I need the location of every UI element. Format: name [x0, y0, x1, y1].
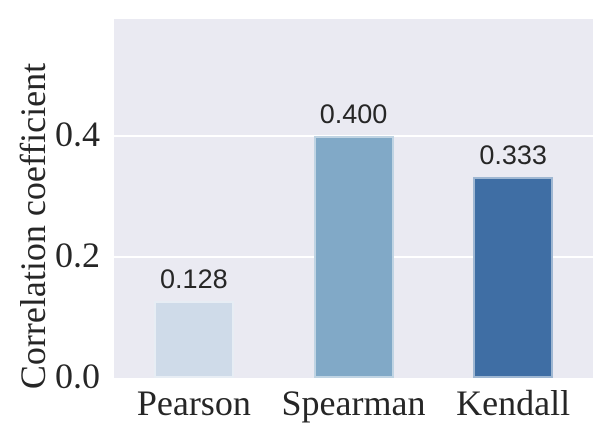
plot-area: 0.128 0.400 0.333 [114, 19, 593, 378]
bar-spearman [313, 136, 394, 378]
x-tick-label-pearson: Pearson [136, 383, 251, 423]
bar-kendall [473, 177, 554, 378]
bar-value-label-kendall: 0.333 [479, 140, 547, 170]
y-axis-label: Correlation coefficient [13, 62, 53, 390]
bar-value-label-pearson: 0.128 [160, 264, 228, 294]
y-tick-label-0.2: 0.2 [55, 235, 100, 275]
x-tick-label-spearman: Spearman [281, 383, 426, 423]
y-tick-label-0.0: 0.0 [55, 356, 100, 396]
y-tick-label-0.4: 0.4 [55, 114, 100, 154]
bar-value-label-spearman: 0.400 [319, 99, 388, 129]
bar-pearson [153, 301, 234, 378]
x-tick-label-kendall: Kendall [456, 383, 571, 423]
